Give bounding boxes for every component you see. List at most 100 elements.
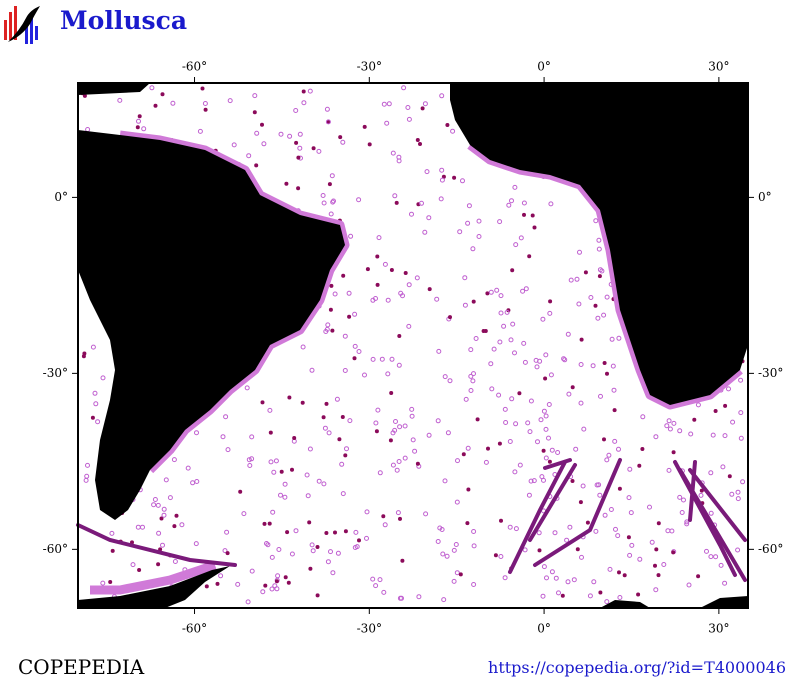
record-dot [591, 579, 597, 585]
record-dot [522, 547, 528, 553]
record-dot [405, 105, 411, 110]
record-dot [271, 469, 277, 475]
record-dot [583, 270, 588, 275]
record-dot [293, 108, 299, 113]
record-dot [389, 391, 394, 395]
record-dot [466, 203, 472, 209]
record-dot [202, 101, 208, 106]
record-dot [506, 202, 512, 208]
record-dot [324, 401, 329, 406]
record-dot [220, 434, 226, 440]
y-tick-label: -30° [43, 366, 68, 380]
record-dot [344, 446, 349, 452]
record-dot [548, 299, 553, 304]
record-dot [518, 235, 524, 241]
record-dot [136, 118, 141, 124]
record-dot [471, 529, 477, 534]
record-dot [410, 437, 416, 443]
record-dot [537, 358, 543, 364]
record-dot [565, 331, 571, 337]
record-dot [340, 491, 346, 497]
y-tick-label: -30° [758, 366, 783, 380]
record-dot [585, 520, 590, 525]
record-dot [613, 526, 618, 532]
record-dot [538, 417, 544, 423]
record-dot [252, 93, 258, 99]
record-dot [388, 438, 393, 443]
record-dot [543, 455, 549, 461]
record-dot [396, 158, 402, 164]
record-dot [159, 516, 164, 521]
record-dot [541, 477, 546, 483]
record-dot [735, 547, 741, 553]
record-dot [325, 559, 331, 565]
record-dot [261, 141, 267, 147]
record-dot [536, 530, 542, 536]
record-dot [394, 200, 399, 205]
url[interactable]: https://copepedia.org/?id=T4000046 [488, 658, 786, 677]
record-dot [653, 434, 659, 440]
record-dot [231, 142, 237, 148]
record-dot [602, 361, 607, 365]
record-dot [377, 577, 383, 583]
record-dot [267, 407, 273, 413]
record-dot [347, 314, 352, 319]
record-dot [548, 372, 554, 378]
record-dot [222, 548, 228, 554]
record-dot [193, 541, 199, 547]
record-dot [568, 277, 574, 283]
record-dot [419, 200, 424, 206]
record-dot [343, 453, 348, 458]
record-dot [296, 155, 301, 160]
record-dot [415, 138, 420, 142]
record-dot [455, 458, 460, 464]
record-dot [397, 424, 403, 430]
record-dot [301, 89, 306, 94]
record-dot [400, 558, 405, 563]
record-dot [616, 446, 621, 452]
record-dot [321, 481, 327, 487]
record-dot [608, 507, 614, 512]
record-dot [704, 548, 709, 554]
record-dot [100, 375, 106, 381]
record-dot [316, 478, 322, 484]
record-dot [649, 539, 655, 545]
record-dot [502, 406, 508, 412]
record-dot [695, 402, 701, 408]
record-dot [612, 408, 617, 413]
record-dot [137, 114, 142, 119]
record-dot [496, 392, 502, 398]
record-dot [82, 93, 87, 98]
record-dot [512, 469, 518, 475]
record-dot [420, 106, 425, 111]
record-dot [561, 356, 567, 362]
record-dot [499, 518, 503, 523]
record-dot [637, 463, 642, 468]
record-dot [617, 570, 621, 575]
record-dot [328, 307, 333, 312]
record-dot [352, 545, 358, 550]
record-dot [475, 417, 480, 422]
record-dot [567, 524, 573, 530]
record-dot [617, 595, 623, 600]
record-dot [245, 599, 251, 605]
record-dot [497, 219, 503, 225]
record-dot [330, 328, 335, 333]
record-dot [160, 92, 165, 97]
y-tick-label: 0° [758, 190, 772, 204]
record-dot [343, 529, 348, 534]
record-dot [476, 218, 482, 224]
record-dot [434, 296, 440, 302]
record-dot [197, 128, 203, 134]
record-dot [575, 547, 580, 552]
record-dot [510, 321, 516, 327]
record-dot [543, 426, 549, 432]
record-dot [445, 430, 451, 436]
record-dot [574, 276, 580, 282]
x-tick-label: -60° [182, 60, 207, 74]
record-dot [681, 497, 686, 503]
record-dot [647, 504, 652, 510]
record-dot [510, 268, 515, 273]
record-dot [254, 130, 260, 136]
record-dot [204, 584, 209, 589]
